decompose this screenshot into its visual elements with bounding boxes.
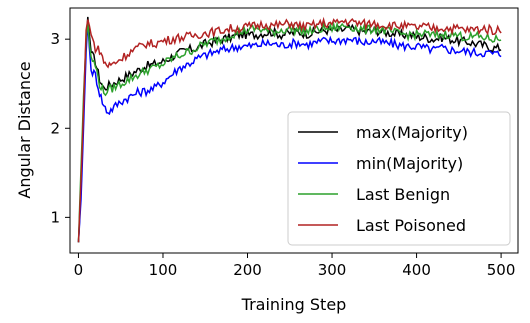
y-tick-label: 1: [50, 208, 60, 226]
y-axis: 1 2 3: [50, 30, 70, 226]
x-tick-label: 0: [74, 261, 84, 279]
legend-label: min(Majority): [356, 154, 463, 173]
x-axis: 0 100 200 300 400 500: [74, 253, 516, 279]
series-line-2: [77, 21, 502, 243]
plot-lines: [77, 16, 502, 243]
series-line-3: [77, 16, 502, 243]
x-tick-label: 500: [487, 261, 516, 279]
x-tick-label: 400: [402, 261, 431, 279]
y-axis-label: Angular Distance: [15, 61, 34, 198]
x-tick-label: 200: [233, 261, 262, 279]
legend: max(Majority) min(Majority) Last Benign Las…: [287, 111, 511, 246]
legend-label: max(Majority): [356, 123, 468, 142]
series-line-1: [77, 21, 502, 243]
y-tick-label: 2: [50, 119, 60, 137]
legend-label: Last Benign: [356, 185, 450, 204]
x-axis-label: Training Step: [241, 295, 347, 314]
x-tick-label: 100: [149, 261, 178, 279]
legend-box: [287, 111, 511, 246]
y-tick-label: 3: [50, 30, 60, 48]
legend-label: Last Poisoned: [356, 216, 466, 235]
plot-frame: [69, 7, 519, 254]
x-tick-label: 300: [318, 261, 347, 279]
